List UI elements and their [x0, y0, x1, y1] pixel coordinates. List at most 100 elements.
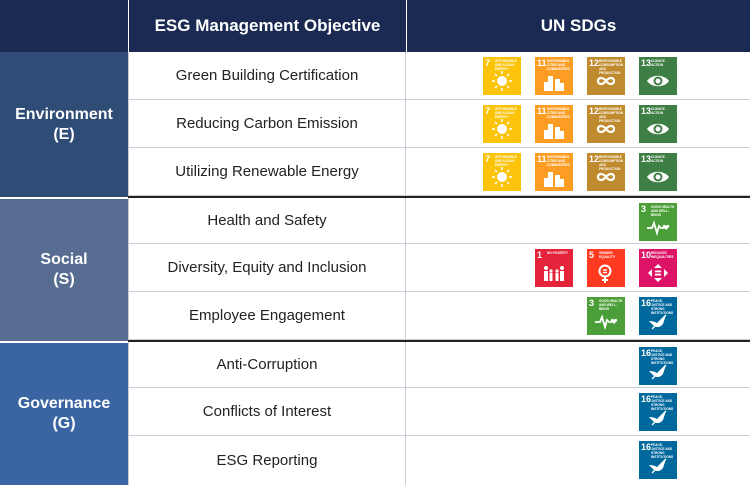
category-name: Governance — [17, 395, 111, 412]
sdg-title: Responsible Consumption and Production — [599, 155, 623, 171]
sdg-number: 7 — [485, 154, 491, 164]
sdg-cell: 3 Good Health and Well-Being 16 Peace, J… — [406, 292, 750, 339]
sdg-number: 7 — [485, 58, 491, 68]
sdg-number: 13 — [641, 154, 652, 164]
objective-cell: Reducing Carbon Emission — [128, 100, 406, 147]
sdg-number: 3 — [589, 298, 595, 308]
sdg-12-icon: 12 Responsible Consumption and Productio… — [587, 105, 625, 143]
sdg-title: Peace, Justice and Strong Institutions — [651, 443, 674, 459]
header-sdgs: UN SDGs — [406, 0, 750, 52]
sdg-number: 16 — [641, 394, 652, 404]
sdg-7-icon: 7 Affordable and Clean Energy — [483, 153, 521, 191]
sdg-13-icon: 13 Climate Action — [639, 153, 677, 191]
objective-cell: Utilizing Renewable Energy — [128, 148, 406, 195]
objective-cell: Diversity, Equity and Inclusion — [128, 244, 406, 291]
sdg-11-icon: 11 Sustainable Cities and Communities — [535, 57, 573, 95]
sdg-13-icon: 13 Climate Action — [639, 57, 677, 95]
sdg-12-icon: 12 Responsible Consumption and Productio… — [587, 153, 625, 191]
sdg-cell: 16 Peace, Justice and Strong Institution… — [406, 388, 750, 435]
objective-cell: Green Building Certification — [128, 52, 406, 99]
table-row: Anti-Corruption 16 Peace, Justice and St… — [128, 340, 750, 388]
sdg-cell: 7 Affordable and Clean Energy 11 Sustain… — [406, 148, 750, 195]
sdg-13-icon: 13 Climate Action — [639, 105, 677, 143]
sdg-16-icon: 16 Peace, Justice and Strong Institution… — [639, 297, 677, 335]
sdg-7-icon: 7 Affordable and Clean Energy — [483, 105, 521, 143]
sdg-10-icon: 10 Reduced Inequalities — [639, 249, 677, 287]
sdg-title: Affordable and Clean Energy — [495, 59, 517, 71]
sdg-title: Good Health and Well-Being — [599, 299, 623, 311]
sdg-cell: 1 No Poverty 5 Gender Equality 10 Reduce… — [406, 244, 750, 291]
sdg-16-icon: 16 Peace, Justice and Strong Institution… — [639, 441, 677, 479]
sdg-5-icon: 5 Gender Equality — [587, 249, 625, 287]
sdg-title: Sustainable Cities and Communities — [547, 155, 570, 167]
header-blank-cell — [0, 0, 128, 52]
sdg-number: 13 — [641, 58, 652, 68]
category-name: Social — [40, 251, 88, 268]
table-row: Reducing Carbon Emission 7 Affordable an… — [128, 100, 750, 148]
sdg-title: No Poverty — [547, 251, 568, 255]
sdg-number: 12 — [589, 154, 600, 164]
sdg-title: Responsible Consumption and Production — [599, 107, 623, 123]
category-social: Social (S) — [0, 197, 128, 341]
sdg-number: 7 — [485, 106, 491, 116]
sdg-title: Affordable and Clean Energy — [495, 155, 517, 167]
sdg-title: Peace, Justice and Strong Institutions — [651, 349, 674, 365]
sdg-title: Affordable and Clean Energy — [495, 107, 517, 119]
table-row: Diversity, Equity and Inclusion 1 No Pov… — [128, 244, 750, 292]
table-row: Green Building Certification 7 Affordabl… — [128, 52, 750, 100]
sdg-16-icon: 16 Peace, Justice and Strong Institution… — [639, 347, 677, 385]
table-row: ESG Reporting 16 Peace, Justice and Stro… — [128, 436, 750, 485]
category-environment: Environment (E) — [0, 52, 128, 197]
sdg-cell: 7 Affordable and Clean Energy 11 Sustain… — [406, 100, 750, 147]
sdg-12-icon: 12 Responsible Consumption and Productio… — [587, 57, 625, 95]
sdg-16-icon: 16 Peace, Justice and Strong Institution… — [639, 393, 677, 431]
sdg-number: 5 — [589, 250, 595, 260]
objective-cell: ESG Reporting — [128, 436, 406, 485]
category-name: Environment — [15, 105, 113, 123]
table-row: Health and Safety 3 Good Health and Well… — [128, 196, 750, 244]
sdg-number: 16 — [641, 298, 652, 308]
objective-cell: Anti-Corruption — [128, 342, 406, 387]
objective-cell: Conflicts of Interest — [128, 388, 406, 435]
sdg-11-icon: 11 Sustainable Cities and Communities — [535, 105, 573, 143]
sdg-title: Climate Action — [651, 107, 665, 115]
sdg-cell: 16 Peace, Justice and Strong Institution… — [406, 342, 750, 387]
sdg-7-icon: 7 Affordable and Clean Energy — [483, 57, 521, 95]
sdg-title: Sustainable Cities and Communities — [547, 107, 570, 119]
objective-cell: Employee Engagement — [128, 292, 406, 339]
sdg-cell: 7 Affordable and Clean Energy 11 Sustain… — [406, 52, 750, 99]
sdg-11-icon: 11 Sustainable Cities and Communities — [535, 153, 573, 191]
sdg-number: 1 — [537, 250, 543, 260]
sdg-title: Climate Action — [651, 155, 665, 163]
header-objective: ESG Management Objective — [128, 0, 406, 52]
sdg-title: Reduced Inequalities — [651, 251, 674, 259]
sdg-number: 10 — [641, 250, 652, 260]
table-row: Conflicts of Interest 16 Peace, Justice … — [128, 388, 750, 436]
sdg-number: 11 — [537, 106, 547, 116]
sdg-number: 11 — [537, 154, 547, 164]
sdg-1-icon: 1 No Poverty — [535, 249, 573, 287]
sdg-3-icon: 3 Good Health and Well-Being — [639, 203, 677, 241]
category-code: (E) — [53, 125, 75, 143]
sdg-title: Sustainable Cities and Communities — [547, 59, 570, 71]
sdg-title: Peace, Justice and Strong Institutions — [651, 299, 674, 315]
table-row: Utilizing Renewable Energy 7 Affordable … — [128, 148, 750, 196]
sdg-3-icon: 3 Good Health and Well-Being — [587, 297, 625, 335]
sdg-cell: 3 Good Health and Well-Being — [406, 198, 750, 243]
category-governance: Governance (G) — [0, 341, 128, 485]
category-code: (S) — [53, 271, 75, 288]
sdg-number: 12 — [589, 106, 600, 116]
sdg-number: 13 — [641, 106, 652, 116]
sdg-title: Responsible Consumption and Production — [599, 59, 623, 75]
category-code: (G) — [52, 415, 76, 432]
sdg-number: 3 — [641, 204, 647, 214]
table-row: Employee Engagement 3 Good Health and We… — [128, 292, 750, 340]
sdg-cell: 16 Peace, Justice and Strong Institution… — [406, 436, 750, 485]
sdg-number: 16 — [641, 442, 652, 452]
sdg-title: Gender Equality — [599, 251, 616, 259]
sdg-number: 16 — [641, 348, 652, 358]
sdg-number: 11 — [537, 58, 547, 68]
sdg-title: Peace, Justice and Strong Institutions — [651, 395, 674, 411]
sdg-title: Climate Action — [651, 59, 665, 67]
